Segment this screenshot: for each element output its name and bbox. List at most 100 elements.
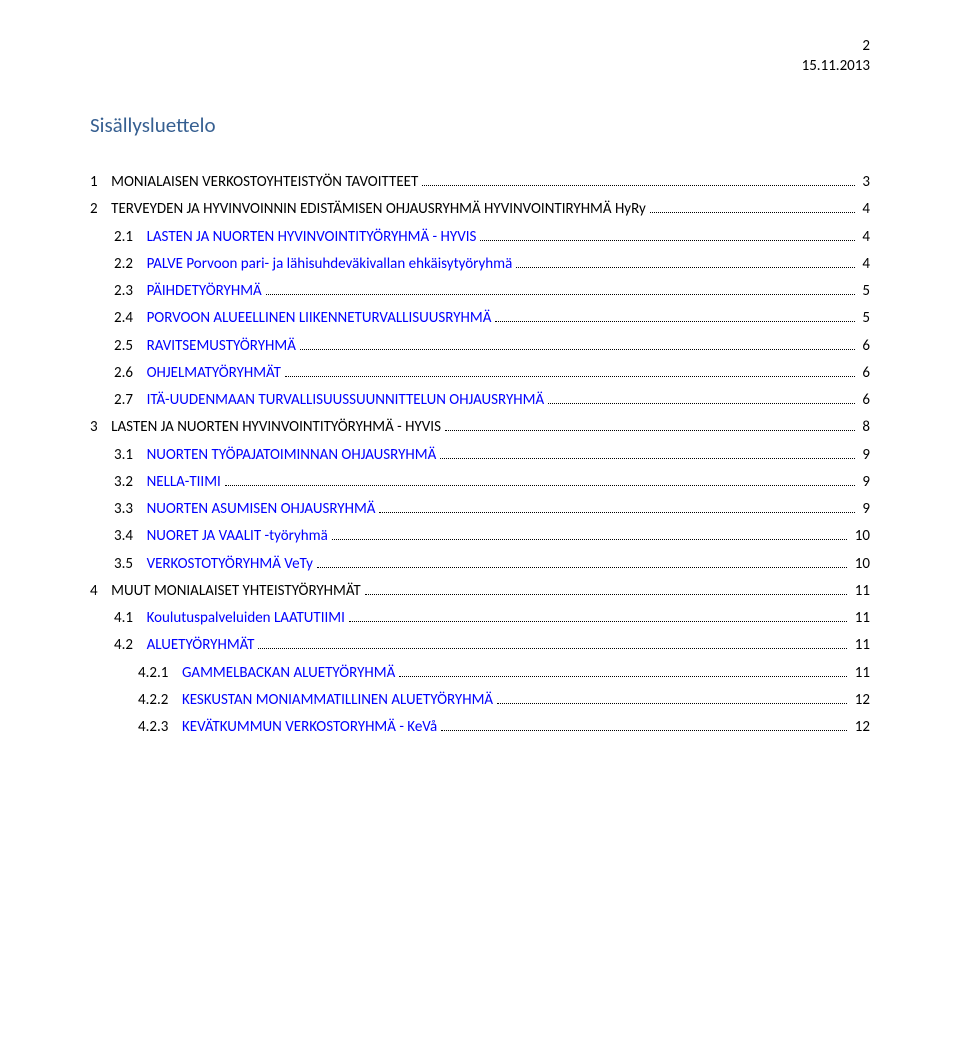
toc-entry-number: 2.7 (114, 390, 147, 412)
toc-entry-page: 5 (859, 281, 870, 303)
toc-dot-leader (495, 321, 855, 322)
toc-dot-leader (349, 621, 848, 622)
toc-entry-page: 4 (859, 227, 870, 249)
toc-entry-label[interactable]: NUORTEN TYÖPAJATOIMINNAN OHJAUSRYHMÄ (147, 445, 437, 467)
toc-title: Sisällysluettelo (90, 112, 870, 138)
toc-dot-leader (285, 376, 855, 377)
toc-entry-number: 2.4 (114, 308, 147, 330)
toc-entry-number: 4.2.2 (138, 690, 182, 712)
toc-dot-leader (399, 676, 847, 677)
toc-entry: 3.1 NUORTEN TYÖPAJATOIMINNAN OHJAUSRYHMÄ… (90, 445, 870, 467)
toc-entry-label[interactable]: NUORET JA VAALIT -työryhmä (147, 526, 328, 548)
toc-dot-leader (480, 240, 855, 241)
toc-dot-leader (258, 648, 847, 649)
toc-dot-leader (441, 730, 847, 731)
toc-entry-number: 3.3 (114, 499, 147, 521)
toc-entry-label[interactable]: KESKUSTAN MONIAMMATILLINEN ALUETYÖRYHMÄ (182, 690, 493, 712)
toc-entry-page: 6 (859, 390, 870, 412)
toc-entry: 4 MUUT MONIALAISET YHTEISTYÖRYHMÄT 11 (90, 581, 870, 603)
toc-entry: 2.1 LASTEN JA NUORTEN HYVINVOINTITYÖRYHM… (90, 227, 870, 249)
toc-dot-leader (225, 485, 855, 486)
toc-entry-number: 4.1 (114, 608, 147, 630)
toc-entry-page: 8 (859, 417, 870, 439)
toc-entry-label: MONIALAISEN VERKOSTOYHTEISTYÖN TAVOITTEE… (111, 172, 418, 194)
toc-entry-number: 2.3 (114, 281, 147, 303)
toc-entry-number: 4 (90, 581, 111, 603)
toc-entry-number: 4.2 (114, 635, 147, 657)
toc-entry-number: 4.2.3 (138, 717, 182, 739)
toc-dot-leader (548, 403, 855, 404)
toc-entry-page: 6 (859, 363, 870, 385)
toc-entry-label[interactable]: NUORTEN ASUMISEN OHJAUSRYHMÄ (147, 499, 376, 521)
toc-dot-leader (332, 539, 848, 540)
toc-dot-leader (300, 349, 855, 350)
toc-entry-page: 11 (851, 635, 870, 657)
toc-entry-number: 3 (90, 417, 111, 439)
toc-entry-label[interactable]: PALVE Porvoon pari- ja lähisuhdeväkivall… (147, 254, 513, 276)
toc-entry: 2 TERVEYDEN JA HYVINVOINNIN EDISTÄMISEN … (90, 199, 870, 221)
toc-entry-page: 11 (851, 608, 870, 630)
toc-entry-page: 10 (851, 554, 870, 576)
toc-dot-leader (440, 458, 855, 459)
toc-dot-leader (317, 567, 847, 568)
toc-entry-number: 4.2.1 (138, 663, 182, 685)
toc-entry-page: 4 (859, 254, 870, 276)
toc-entry-label: TERVEYDEN JA HYVINVOINNIN EDISTÄMISEN OH… (111, 199, 646, 221)
toc-entry-label[interactable]: ITÄ-UUDENMAAN TURVALLISUUSSUUNNITTELUN O… (147, 390, 545, 412)
page-header: 2 15.11.2013 (802, 36, 870, 77)
toc-entry-label[interactable]: LASTEN JA NUORTEN HYVINVOINTITYÖRYHMÄ - … (147, 227, 477, 249)
toc-entry-label[interactable]: RAVITSEMUSTYÖRYHMÄ (147, 336, 296, 358)
toc-entry-label: MUUT MONIALAISET YHTEISTYÖRYHMÄT (111, 581, 361, 603)
toc-entry-number: 2.1 (114, 227, 147, 249)
toc-entry-label: LASTEN JA NUORTEN HYVINVOINTITYÖRYHMÄ - … (111, 417, 441, 439)
toc-dot-leader (266, 294, 855, 295)
toc-entry-page: 4 (859, 199, 870, 221)
toc-entry-label[interactable]: ALUETYÖRYHMÄT (147, 635, 255, 657)
toc-entry: 3 LASTEN JA NUORTEN HYVINVOINTITYÖRYHMÄ … (90, 417, 870, 439)
toc-entry-page: 9 (859, 499, 870, 521)
toc-dot-leader (365, 594, 848, 595)
toc-entry-page: 9 (859, 472, 870, 494)
toc-entry-label[interactable]: VERKOSTOTYÖRYHMÄ VeTy (147, 554, 313, 576)
toc-entry: 2.2 PALVE Porvoon pari- ja lähisuhdeväki… (90, 254, 870, 276)
toc-entry-number: 2.5 (114, 336, 147, 358)
toc-entry-number: 2.2 (114, 254, 147, 276)
toc-entry: 3.5 VERKOSTOTYÖRYHMÄ VeTy 10 (90, 554, 870, 576)
toc-entry-number: 2.6 (114, 363, 147, 385)
toc-entry: 4.2.1 GAMMELBACKAN ALUETYÖRYHMÄ 11 (90, 663, 870, 685)
toc-entry-label[interactable]: KEVÄTKUMMUN VERKOSTORYHMÄ - KeVå (182, 717, 437, 739)
toc-entry: 3.3 NUORTEN ASUMISEN OHJAUSRYHMÄ 9 (90, 499, 870, 521)
toc-entry-number: 1 (90, 172, 111, 194)
toc-entry: 2.3 PÄIHDETYÖRYHMÄ 5 (90, 281, 870, 303)
toc-entry-label[interactable]: OHJELMATYÖRYHMÄT (147, 363, 281, 385)
toc-entry-label[interactable]: PÄIHDETYÖRYHMÄ (147, 281, 262, 303)
toc-entry: 4.2.3 KEVÄTKUMMUN VERKOSTORYHMÄ - KeVå 1… (90, 717, 870, 739)
toc-entry-page: 9 (859, 445, 870, 467)
toc-entry: 4.1 Koulutuspalveluiden LAATUTIIMI 11 (90, 608, 870, 630)
toc-entry: 2.6 OHJELMATYÖRYHMÄT 6 (90, 363, 870, 385)
toc-entry: 4.2.2 KESKUSTAN MONIAMMATILLINEN ALUETYÖ… (90, 690, 870, 712)
toc-dot-leader (379, 512, 855, 513)
toc-entry-page: 11 (851, 663, 870, 685)
toc-dot-leader (422, 185, 855, 186)
toc-entry-number: 3.5 (114, 554, 147, 576)
toc-container: 1 MONIALAISEN VERKOSTOYHTEISTYÖN TAVOITT… (90, 172, 870, 739)
toc-entry: 2.4 PORVOON ALUEELLINEN LIIKENNETURVALLI… (90, 308, 870, 330)
toc-entry-page: 12 (851, 690, 870, 712)
toc-dot-leader (497, 703, 847, 704)
toc-dot-leader (445, 430, 855, 431)
toc-entry: 1 MONIALAISEN VERKOSTOYHTEISTYÖN TAVOITT… (90, 172, 870, 194)
toc-entry-number: 2 (90, 199, 111, 221)
page-number: 2 (802, 36, 870, 56)
toc-entry-page: 10 (851, 526, 870, 548)
toc-entry: 2.5 RAVITSEMUSTYÖRYHMÄ 6 (90, 336, 870, 358)
toc-entry-label[interactable]: Koulutuspalveluiden LAATUTIIMI (147, 608, 345, 630)
toc-entry: 4.2 ALUETYÖRYHMÄT 11 (90, 635, 870, 657)
toc-entry-number: 3.1 (114, 445, 147, 467)
toc-entry-page: 5 (859, 308, 870, 330)
toc-entry-label[interactable]: GAMMELBACKAN ALUETYÖRYHMÄ (182, 663, 395, 685)
toc-entry-label[interactable]: PORVOON ALUEELLINEN LIIKENNETURVALLISUUS… (147, 308, 492, 330)
toc-entry-number: 3.2 (114, 472, 147, 494)
toc-entry-label[interactable]: NELLA-TIIMI (147, 472, 221, 494)
toc-entry: 3.4 NUORET JA VAALIT -työryhmä 10 (90, 526, 870, 548)
